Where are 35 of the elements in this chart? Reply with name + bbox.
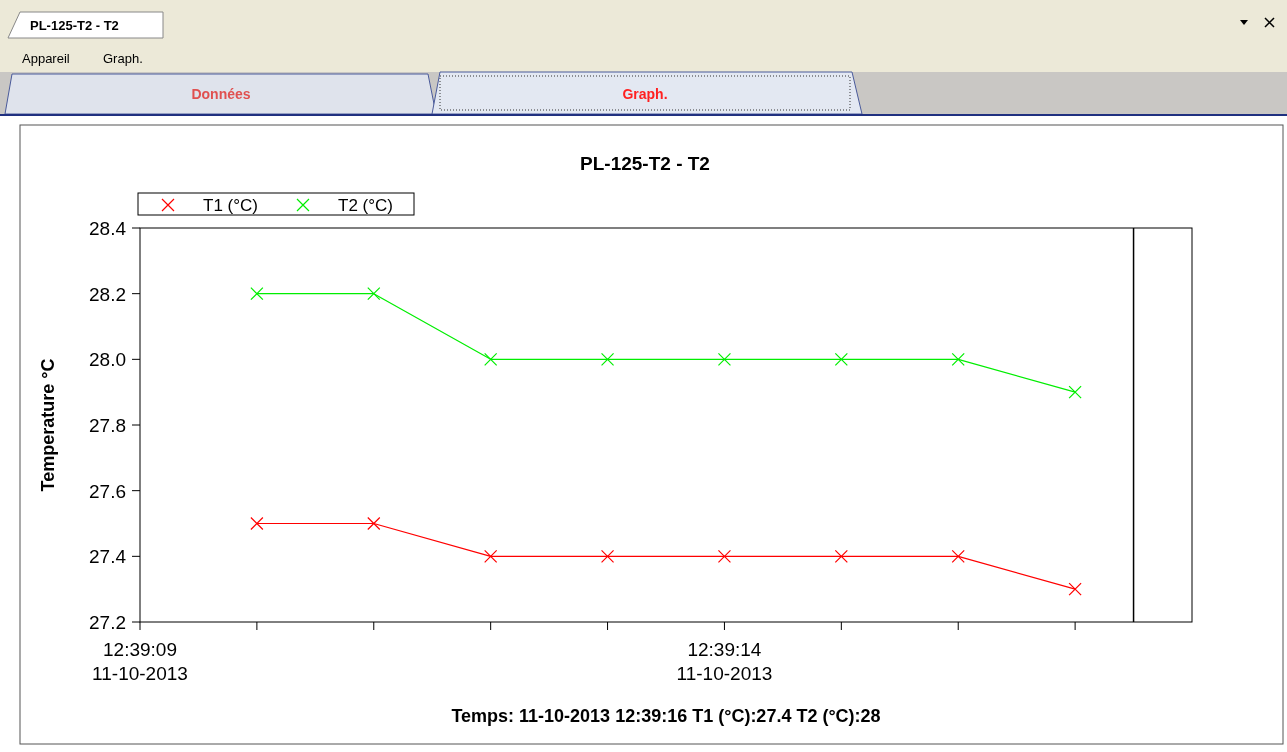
text: PL-125-T2 - T2 xyxy=(30,18,119,33)
point xyxy=(1068,582,1082,596)
point xyxy=(250,287,264,301)
y-tick-label: 27.4 xyxy=(89,546,127,568)
legend-label: T1 (°C) xyxy=(203,196,258,215)
point xyxy=(367,516,381,531)
text: Graph. xyxy=(103,51,143,66)
y-tick-label: 28.2 xyxy=(89,283,126,305)
chart-title: PL-125-T2 - T2 xyxy=(580,153,710,174)
point xyxy=(951,549,965,563)
text: Données xyxy=(191,86,251,102)
point xyxy=(367,287,381,301)
y-axis-title: Temperature °C xyxy=(38,358,58,492)
y-tick-label: 27.2 xyxy=(89,612,126,633)
point xyxy=(1068,385,1082,399)
y-tick-label: 28.4 xyxy=(89,218,127,239)
x-tick-label: 12:39:09 11-10-2013 xyxy=(92,639,188,684)
point xyxy=(600,352,615,366)
y-tick-label: 28.0 xyxy=(89,349,126,371)
text: Appareil xyxy=(22,51,70,66)
point xyxy=(717,352,732,366)
legend-label: T2 (°C) xyxy=(338,196,393,215)
point xyxy=(717,549,732,563)
text: Temps: 11-10-2013 12:39:16 T1 (°C):27.4 T2 (°C):28 xyxy=(451,706,881,726)
point xyxy=(484,352,498,366)
point xyxy=(484,549,498,563)
text: Graph. xyxy=(622,86,668,102)
point xyxy=(834,352,848,366)
point xyxy=(834,549,848,563)
y-tick-label: 27.8 xyxy=(89,415,126,436)
x-tick-label: 12:39:14 11-10-2013 xyxy=(676,639,773,684)
y-tick-label: 27.6 xyxy=(89,480,126,502)
point xyxy=(250,516,264,531)
point xyxy=(600,549,615,563)
point xyxy=(951,352,965,366)
